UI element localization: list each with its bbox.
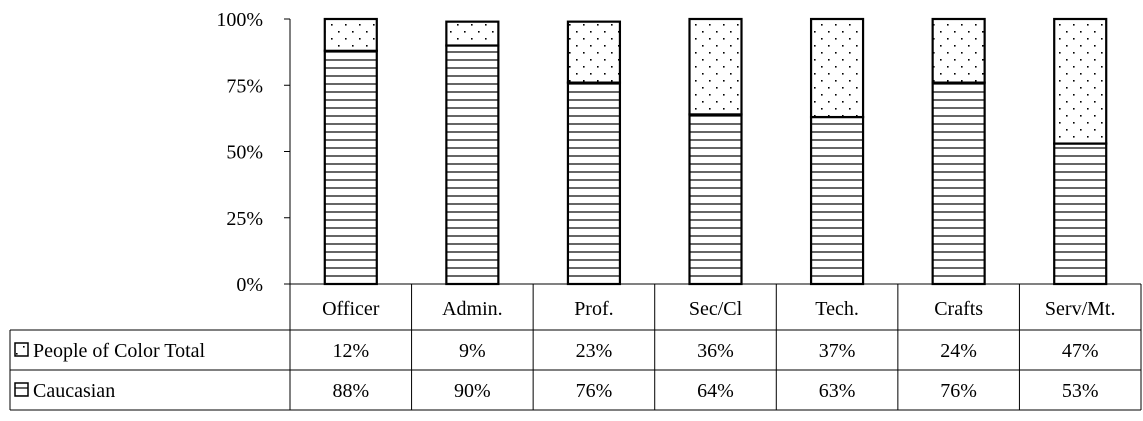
bar-segment-people-of-color [323,17,378,52]
x-category-label: Sec/Cl [689,298,743,320]
bar-segment-caucasian [1053,142,1108,286]
data-label-caucasian: 90% [454,380,491,402]
y-axis: 0% 25% 50% 75% 100% [216,9,291,296]
bar-segment-caucasian [566,81,622,286]
x-category-label: Officer [322,298,380,320]
bar-segment-people-of-color [566,20,622,84]
bar-segment-caucasian [931,81,986,286]
bars [323,17,1108,286]
y-tick-label: 50% [226,142,263,164]
data-table: Officer Admin. Prof. Sec/Cl Tech. Crafts Serv/… [9,283,1142,411]
data-label-people-of-color: 9% [459,340,486,362]
data-label-caucasian: 88% [332,380,369,402]
bar-segment-people-of-color [931,17,986,84]
x-category-label: Admin. [442,298,503,320]
y-tick-label: 25% [226,208,263,230]
bar-segment-caucasian [688,113,743,286]
y-tick-label: 0% [236,274,263,296]
bar-segment-people-of-color [688,17,743,116]
data-label-people-of-color: 47% [1062,340,1099,362]
bar-segment-caucasian [445,44,500,286]
x-category-label: Crafts [934,298,983,320]
legend-swatch-caucasian [14,382,29,397]
data-label-people-of-color: 23% [576,340,613,362]
legend-label-caucasian: Caucasian [33,380,115,402]
x-category-label: Prof. [574,298,613,320]
bar-segment-people-of-color [809,17,865,119]
bar-segment-people-of-color [445,20,500,47]
data-label-people-of-color: 24% [940,340,977,362]
y-tick-label: 75% [226,75,263,97]
y-tick-label: 100% [216,9,263,31]
data-label-people-of-color: 12% [332,340,369,362]
bar-segment-caucasian [809,115,865,286]
bar-segment-people-of-color [1053,17,1108,145]
x-category-label: Tech. [815,298,859,320]
data-label-people-of-color: 36% [697,340,734,362]
data-label-caucasian: 76% [576,380,613,402]
legend-label-people-of-color: People of Color Total [33,340,206,362]
bar-segment-caucasian [323,49,378,286]
data-label-people-of-color: 37% [819,340,856,362]
data-label-caucasian: 53% [1062,380,1099,402]
data-label-caucasian: 76% [940,380,977,402]
data-label-caucasian: 64% [697,380,734,402]
data-label-caucasian: 63% [819,380,856,402]
legend-swatch-people-of-color [14,342,29,357]
x-category-label: Serv/Mt. [1045,298,1116,320]
